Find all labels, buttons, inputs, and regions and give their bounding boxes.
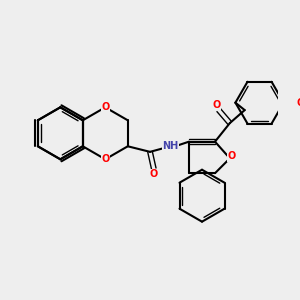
Text: O: O [296,98,300,108]
Text: O: O [150,169,158,179]
Text: O: O [213,100,221,110]
Text: O: O [101,102,110,112]
Text: NH: NH [162,141,178,151]
Text: O: O [101,154,110,164]
Text: O: O [228,152,236,161]
